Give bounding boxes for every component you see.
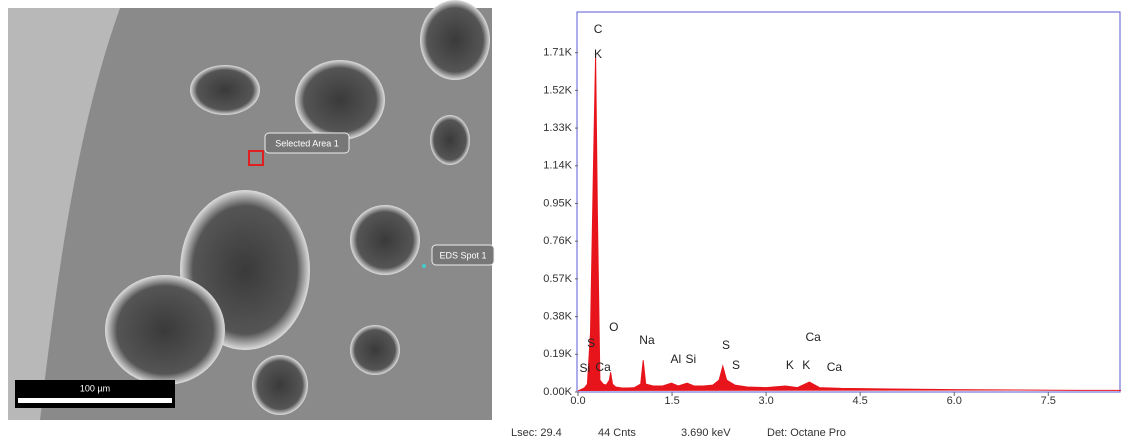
peak-label: Si <box>580 361 591 375</box>
y-tick-label: 1.71K <box>543 47 572 59</box>
y-tick-label: 0.19K <box>543 348 572 360</box>
peak-label: K <box>786 358 794 372</box>
peak-label: S <box>722 338 730 352</box>
sem-image: Selected Area 1 EDS Spot 1 100 µm <box>8 0 494 420</box>
peak-label: O <box>609 320 618 334</box>
sem-label: Selected Area 1 <box>275 138 339 148</box>
y-tick-label: 0.76K <box>543 235 572 247</box>
sem-label: EDS Spot 1 <box>439 250 486 260</box>
scale-bar: 100 µm <box>80 383 110 393</box>
status-item: Lsec: 29.4 <box>511 427 562 439</box>
peak-label: Al <box>670 352 681 366</box>
status-item: 3.690 keV <box>681 427 731 439</box>
peak-label: Si <box>686 352 697 366</box>
x-tick-label: 1.5 <box>664 395 679 407</box>
peak-label: S <box>587 336 595 350</box>
peak-label: S <box>732 358 740 372</box>
spectrum <box>578 55 1121 391</box>
x-tick-label: 7.5 <box>1041 395 1056 407</box>
status-item: Det: Octane Pro <box>767 427 846 439</box>
status-item: 44 Cnts <box>598 427 636 439</box>
y-tick-label: 0.00K <box>543 386 572 398</box>
peak-label: Ca <box>827 360 843 374</box>
x-tick-label: 6.0 <box>947 395 962 407</box>
status-bar: Lsec: 29.4 44 Cnts 3.690 keV Det: Octane… <box>511 427 846 439</box>
peak-label: Ca <box>595 360 611 374</box>
x-tick-label: 3.0 <box>758 395 773 407</box>
y-tick-label: 0.95K <box>543 197 572 209</box>
peak-label: Ca <box>805 330 821 344</box>
x-tick-label: 0.0 <box>570 395 585 407</box>
page: Selected Area 1 EDS Spot 1 100 µm Lsec: … <box>0 0 1121 444</box>
peak-label: K <box>802 358 810 372</box>
peak-label: K <box>594 47 602 61</box>
x-tick-label: 4.5 <box>853 395 868 407</box>
y-tick-label: 1.52K <box>543 84 572 96</box>
plot-frame <box>577 12 1120 392</box>
y-tick-label: 0.38K <box>543 311 572 323</box>
y-tick-label: 0.57K <box>543 273 572 285</box>
y-tick-label: 1.33K <box>543 122 572 134</box>
y-tick-label: 1.14K <box>543 160 572 172</box>
peak-label: C <box>594 22 603 36</box>
peak-label: Na <box>639 333 655 347</box>
